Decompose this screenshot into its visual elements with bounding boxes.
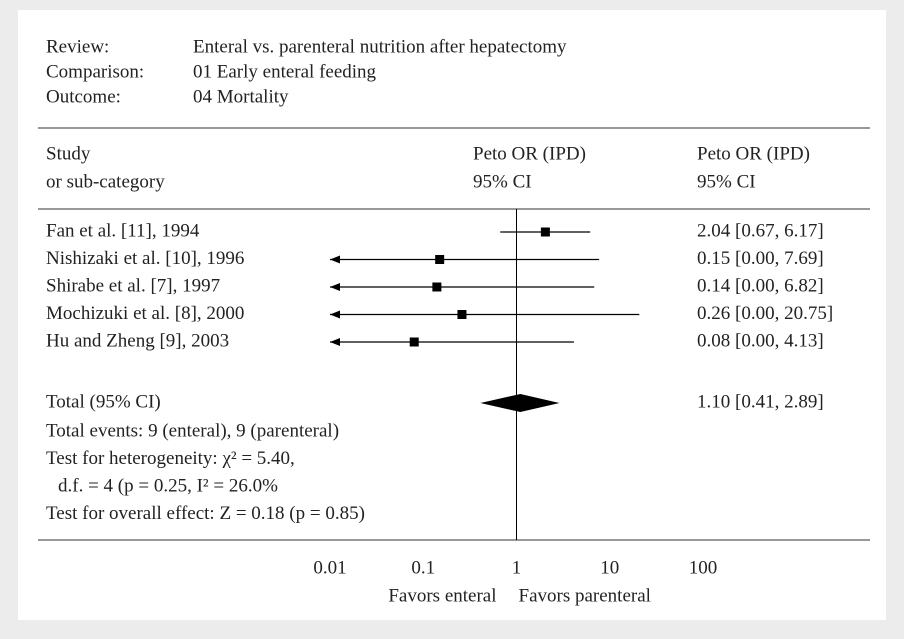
estimate-label: 0.26 [0.00, 20.75] [697,303,833,324]
study-label: Nishizaki et al. [10], 1996 [46,248,244,269]
column-header: Peto OR (IPD) [473,143,586,164]
x-axis-label: Favors enteral [388,585,496,606]
estimate-square [457,310,467,319]
header-text: 04 Mortality [193,86,289,107]
study-label: Mochizuki et al. [8], 2000 [46,303,244,324]
column-header: or sub-category [46,171,165,192]
column-header: Peto OR (IPD) [697,143,810,164]
ci-arrow [330,338,340,346]
total-estimate-label: 1.10 [0.41, 2.89] [697,391,824,412]
estimate-square [540,227,550,237]
study-label: Hu and Zheng [9], 2003 [46,330,229,351]
column-header: 95% CI [473,171,532,192]
header-text: Enteral vs. parenteral nutrition after h… [193,36,567,57]
ci-arrow [330,283,340,291]
header-label: Comparison: [46,61,144,82]
header-label: Outcome: [46,86,121,107]
x-tick-label: 0.01 [313,557,346,578]
ci-arrow [330,310,340,319]
total-diamond [480,394,560,412]
x-tick-label: 10 [600,557,619,578]
estimate-square [409,337,419,347]
estimate-label: 0.15 [0.00, 7.69] [697,248,824,269]
estimate-square [432,282,442,292]
column-header: 95% CI [697,171,756,192]
note: Test for heterogeneity: χ² = 5.40, [46,448,295,469]
column-header: Study [46,143,91,164]
note: d.f. = 4 (p = 0.25, I² = 26.0% [58,475,278,496]
study-label: Shirabe et al. [7], 1997 [46,275,220,296]
note: Total events: 9 (enteral), 9 (parenteral… [46,420,339,441]
x-tick-label: 1 [512,557,522,578]
estimate-label: 2.04 [0.67, 6.17] [697,220,824,241]
header-label: Review: [46,36,109,57]
total-label: Total (95% CI) [46,391,161,412]
estimate-label: 0.08 [0.00, 4.13] [697,330,824,351]
note: Test for overall effect: Z = 0.18 (p = 0… [46,503,365,524]
x-axis-label: Favors parenteral [519,585,651,606]
estimate-label: 0.14 [0.00, 6.82] [697,275,824,296]
x-tick-label: 100 [689,557,718,578]
x-tick-label: 0.1 [411,557,435,578]
ci-arrow [330,255,340,264]
estimate-square [435,255,445,264]
study-label: Fan et al. [11], 1994 [46,220,200,241]
header-text: 01 Early enteral feeding [193,61,377,82]
